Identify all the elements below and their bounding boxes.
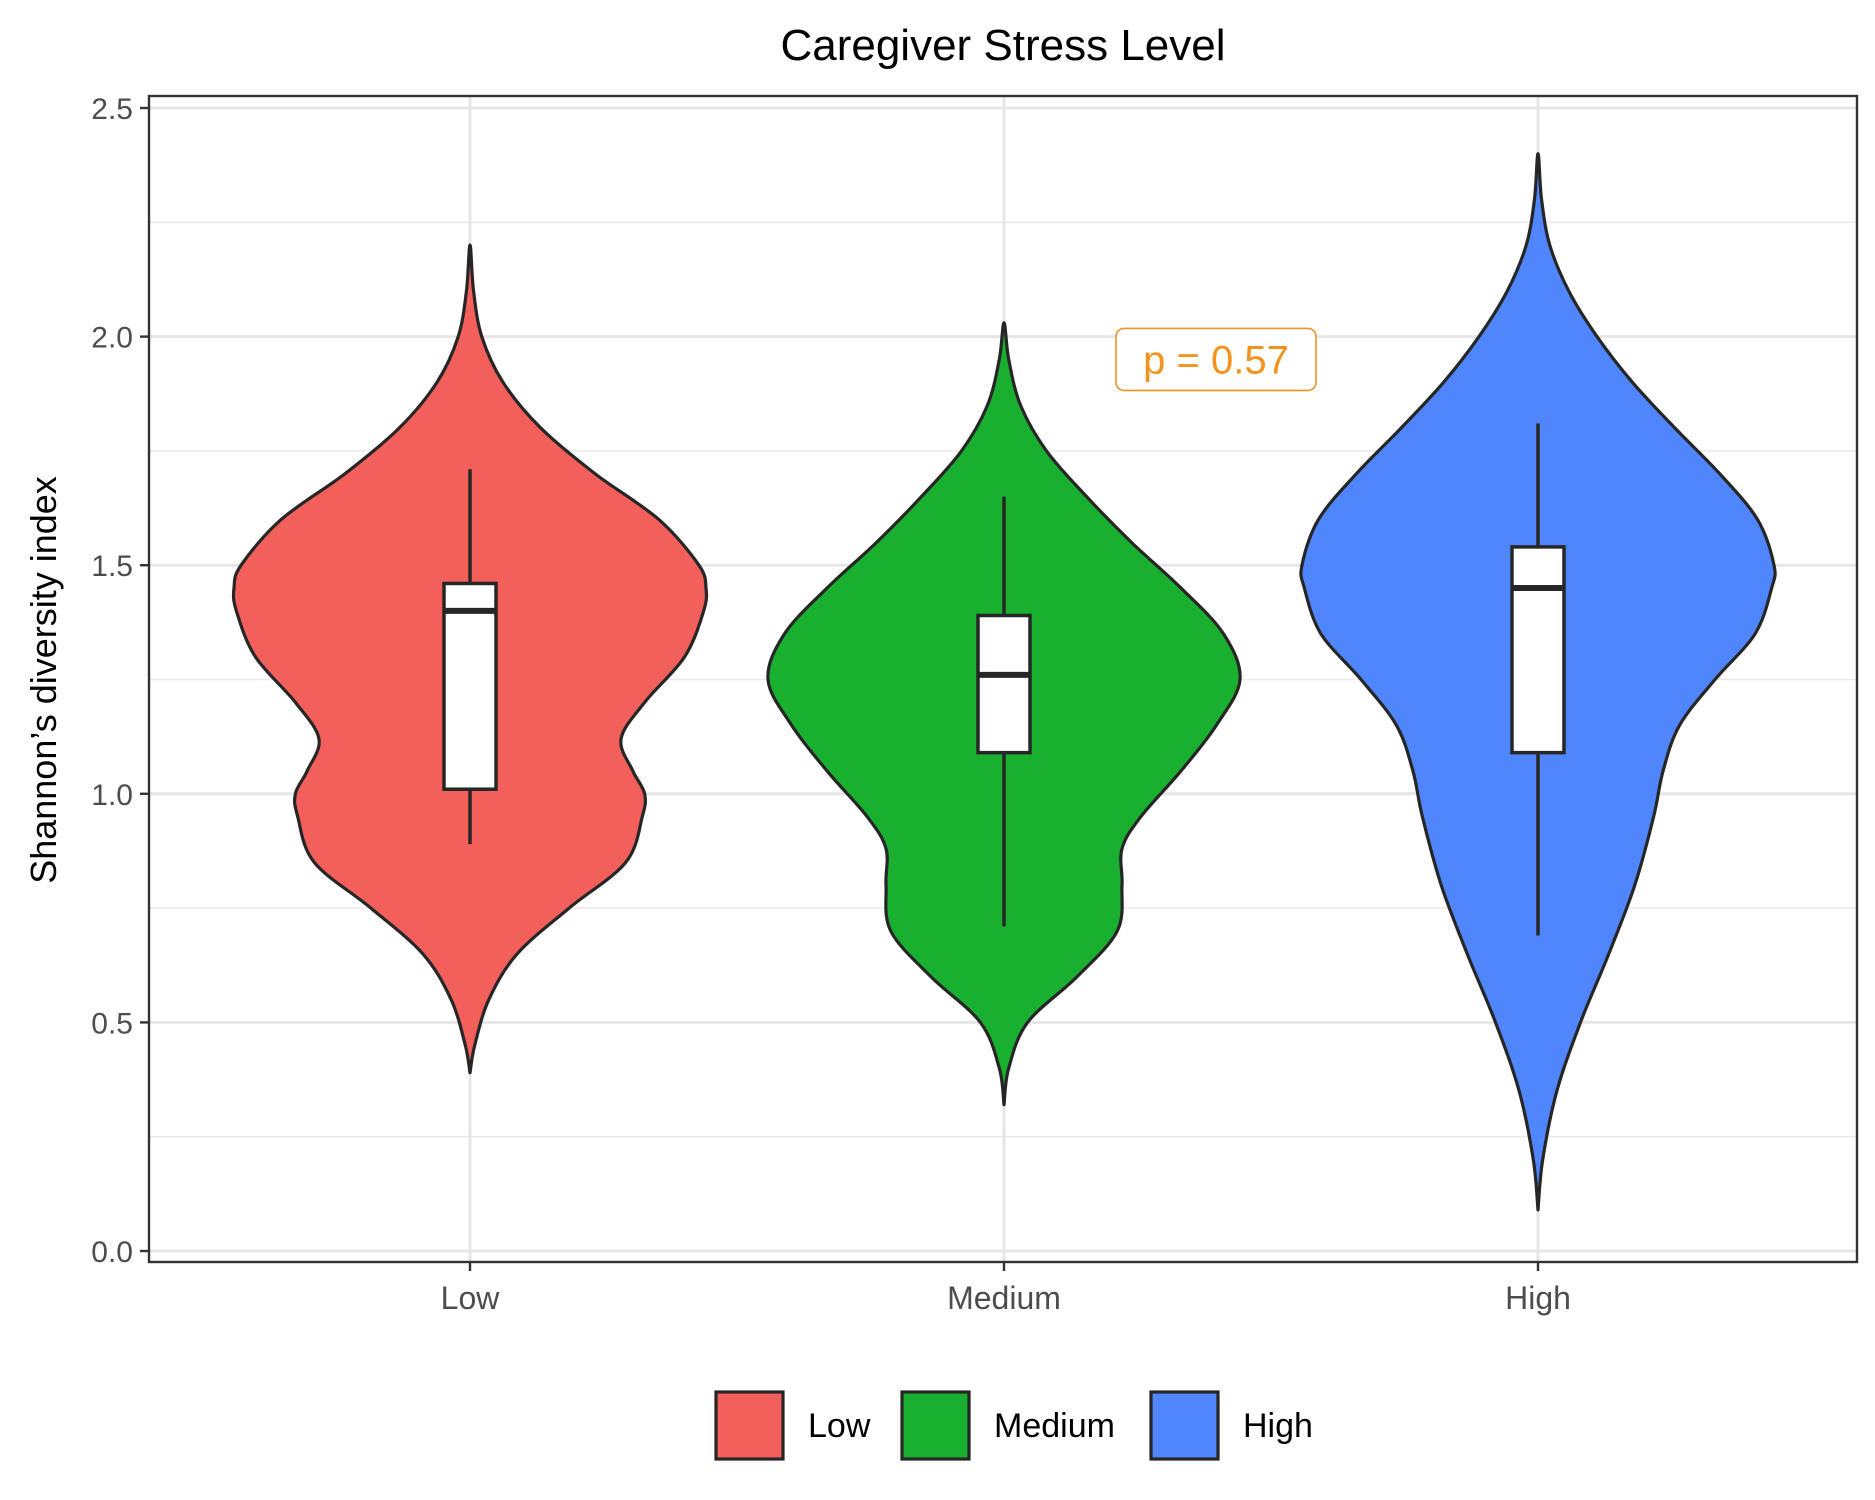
legend: Low Medium High xyxy=(714,1390,1313,1461)
y-tick-label: 0.0 xyxy=(91,1236,133,1269)
p-value-box xyxy=(1115,327,1317,392)
x-tick-label: Medium xyxy=(947,1280,1061,1316)
y-axis-title: Shannon’s diversity index xyxy=(23,476,64,884)
violin-high xyxy=(1299,152,1777,1212)
legend-swatch-low xyxy=(714,1390,785,1461)
y-tick-label: 2.5 xyxy=(91,93,133,126)
p-value-label: p = 0.57 xyxy=(1143,338,1289,382)
box-iqr xyxy=(442,581,498,791)
box-iqr xyxy=(976,613,1032,755)
y-tick-label: 1.0 xyxy=(91,779,133,812)
plot-area: p = 0.57 0.0 0.5 1.0 1.5 2.0 2.5 Low Medium High xyxy=(91,93,1859,1316)
legend-swatch-medium xyxy=(900,1390,971,1461)
legend-label-high: High xyxy=(1243,1407,1313,1445)
legend-label-low: Low xyxy=(808,1407,871,1445)
box-iqr xyxy=(1510,545,1566,755)
y-tick-label: 2.0 xyxy=(91,322,133,355)
x-tick-label: High xyxy=(1505,1280,1571,1316)
y-tick-label: 1.5 xyxy=(91,550,133,583)
legend-swatch-high xyxy=(1149,1390,1220,1461)
violin-low xyxy=(231,243,709,1075)
chart-title: Caregiver Stress Level xyxy=(780,21,1225,70)
y-tick-label: 0.5 xyxy=(91,1007,133,1040)
violin-medium xyxy=(766,321,1242,1107)
legend-label-medium: Medium xyxy=(994,1407,1115,1445)
x-tick-label: Low xyxy=(441,1280,501,1316)
